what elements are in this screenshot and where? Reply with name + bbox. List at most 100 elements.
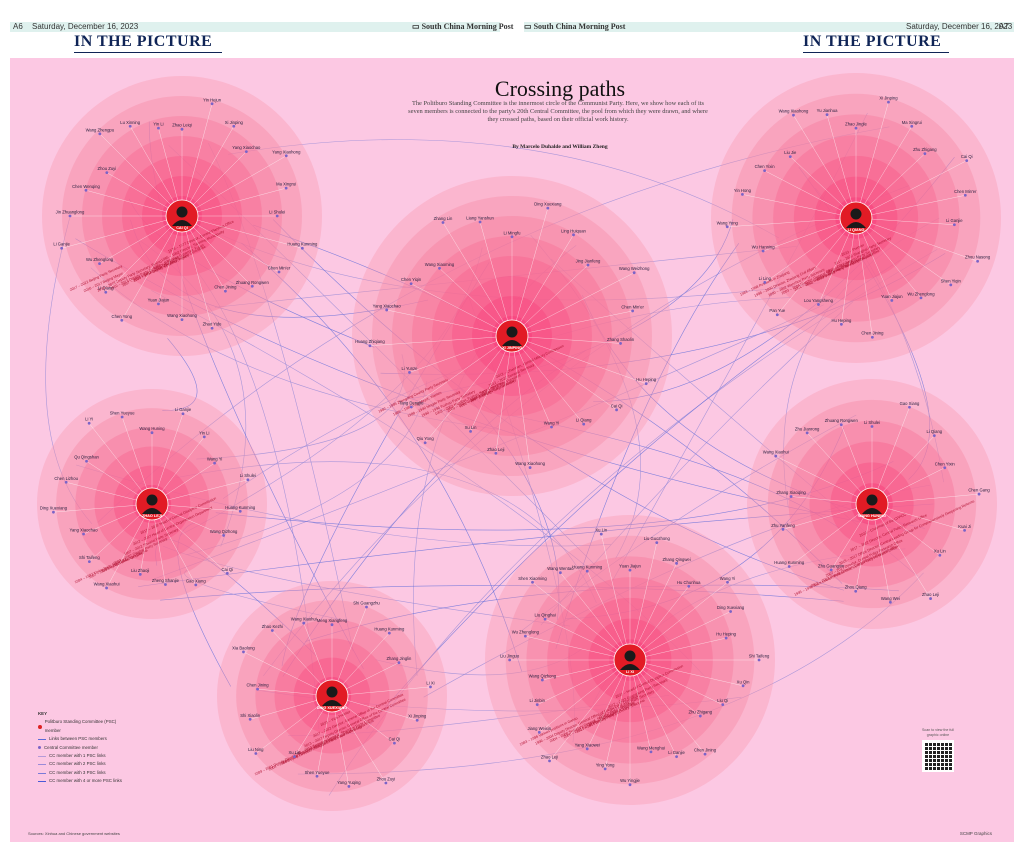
psc-link bbox=[592, 548, 906, 704]
cc-member-label: Ying Yong bbox=[596, 762, 615, 767]
cc-member-dot bbox=[60, 246, 64, 250]
cc-member-label: Xu Lin bbox=[465, 425, 478, 430]
cc-member-dot bbox=[494, 451, 498, 455]
cc-member-dot bbox=[293, 755, 296, 759]
cc-member-dot bbox=[976, 259, 979, 263]
cc-member-dot bbox=[628, 783, 632, 787]
cc-member-dot bbox=[98, 132, 102, 136]
cc-member-label: Hu Heping bbox=[716, 632, 736, 637]
cc-member-label: Ding Xuexiang bbox=[40, 506, 68, 511]
spoke-line bbox=[629, 659, 677, 757]
cc-member-dot bbox=[415, 718, 419, 722]
cc-member-dot bbox=[599, 532, 603, 536]
cc-member-dot bbox=[224, 289, 227, 293]
psc-link bbox=[75, 238, 913, 533]
line-icon bbox=[38, 780, 46, 782]
spoke-line bbox=[411, 335, 513, 408]
cc-member-dot bbox=[619, 342, 622, 345]
cc-member-label: Chen Wenqing bbox=[72, 184, 100, 189]
page-title: Crossing paths bbox=[494, 76, 626, 101]
cc-member-dot bbox=[923, 152, 927, 156]
cc-member-label: Shi Guangzhu bbox=[353, 600, 380, 605]
credit: SCMP Graphics bbox=[959, 831, 992, 836]
cc-member-dot bbox=[232, 124, 236, 128]
cc-member-label: Chen Yixin bbox=[755, 164, 776, 169]
cc-member-dot bbox=[250, 284, 254, 288]
spoke-line bbox=[511, 335, 621, 344]
cc-member-dot bbox=[531, 580, 534, 584]
cc-member-dot bbox=[687, 584, 691, 588]
cc-member-label: Cai Qi bbox=[221, 567, 233, 572]
cc-member-label: Zhou Nasong bbox=[965, 255, 991, 260]
spoke-line bbox=[855, 217, 951, 286]
psc-link bbox=[375, 649, 582, 676]
cc-member-label: Chen Jining bbox=[247, 683, 270, 688]
cc-member-dot bbox=[85, 459, 88, 463]
psc-member-name: LI XI bbox=[626, 670, 634, 674]
psc-link bbox=[163, 545, 570, 627]
cc-member-dot bbox=[105, 171, 109, 174]
section-title-left: IN THE PICTURE bbox=[74, 33, 213, 50]
portrait-icon bbox=[176, 206, 188, 218]
cc-member-label: Zhou Zuyi bbox=[98, 166, 117, 171]
cc-member-label: Liu Ning bbox=[248, 747, 264, 752]
cc-member-dot bbox=[87, 421, 91, 425]
legend-title: KEY bbox=[38, 711, 48, 716]
cc-member-label: Shi Xiaolin bbox=[240, 713, 260, 718]
spoke-line bbox=[855, 217, 955, 225]
portrait-icon bbox=[172, 220, 192, 226]
cc-member-dot bbox=[105, 586, 108, 590]
cc-member-label: Wang Xiaohong bbox=[515, 461, 545, 466]
cc-member-dot bbox=[655, 541, 659, 545]
cc-member-label: Shen Yueyue bbox=[110, 410, 136, 415]
cc-member-dot bbox=[128, 124, 132, 128]
psc-link bbox=[798, 166, 930, 480]
section-rule-left bbox=[74, 52, 222, 53]
cc-member-dot bbox=[825, 113, 829, 117]
cc-member-label: Wang Menghui bbox=[637, 745, 665, 750]
cc-member-dot bbox=[932, 434, 936, 438]
cc-member-dot bbox=[82, 532, 85, 536]
psc-link bbox=[168, 145, 599, 569]
cc-member-label: Zhao Leiqi bbox=[172, 123, 192, 128]
cc-member-label: Hu Chunhua bbox=[677, 580, 701, 585]
cc-member-label: Xia Baolong bbox=[232, 645, 255, 650]
psc-link bbox=[177, 522, 232, 687]
cc-member-dot bbox=[246, 478, 250, 482]
spoke-line bbox=[793, 115, 857, 219]
cc-member-dot bbox=[965, 159, 969, 163]
spoke-line bbox=[777, 217, 857, 315]
qr-code-icon[interactable] bbox=[922, 740, 954, 772]
cc-member-dot bbox=[721, 703, 725, 707]
cc-member-label: Wu Zhenglong bbox=[86, 257, 114, 262]
psc-member-name: CAI QI bbox=[176, 226, 188, 230]
psc-link bbox=[565, 427, 845, 620]
legend-item-cc: Central Committee member bbox=[38, 744, 128, 752]
cc-member-label: Wang Zhengpu bbox=[86, 127, 115, 132]
cc-member-dot bbox=[242, 650, 245, 654]
red-dot-icon bbox=[38, 724, 42, 729]
psc-link bbox=[611, 112, 868, 583]
cc-member-label: Xu Lin bbox=[595, 528, 608, 533]
cc-member-dot bbox=[763, 169, 766, 173]
cc-member-dot bbox=[157, 126, 160, 130]
cc-member-label: Wang Qizhong bbox=[210, 529, 238, 534]
portrait-icon bbox=[862, 508, 882, 514]
cc-member-label: Zhou Zuyi bbox=[377, 777, 396, 782]
spoke-line bbox=[855, 102, 889, 219]
psc-link bbox=[76, 464, 611, 547]
psc-link bbox=[128, 198, 375, 348]
spoke-line bbox=[181, 215, 213, 329]
cc-member-label: Li Shulei bbox=[864, 420, 880, 425]
qr-note: Scan to view the full graphic online bbox=[922, 728, 954, 737]
cc-member-dot bbox=[393, 741, 396, 745]
cc-member-label: Qiu Yong bbox=[417, 436, 435, 441]
cc-member-label: Zhang Qingwei bbox=[662, 557, 690, 562]
cc-member-label: Li Ling bbox=[759, 276, 772, 281]
cc-member-label: Wu Zhenglong bbox=[512, 630, 540, 635]
spoke-line bbox=[587, 659, 631, 749]
psc-link bbox=[366, 259, 901, 730]
cc-member-label: Li Mingfu bbox=[504, 230, 522, 235]
cc-member-dot bbox=[238, 509, 242, 513]
